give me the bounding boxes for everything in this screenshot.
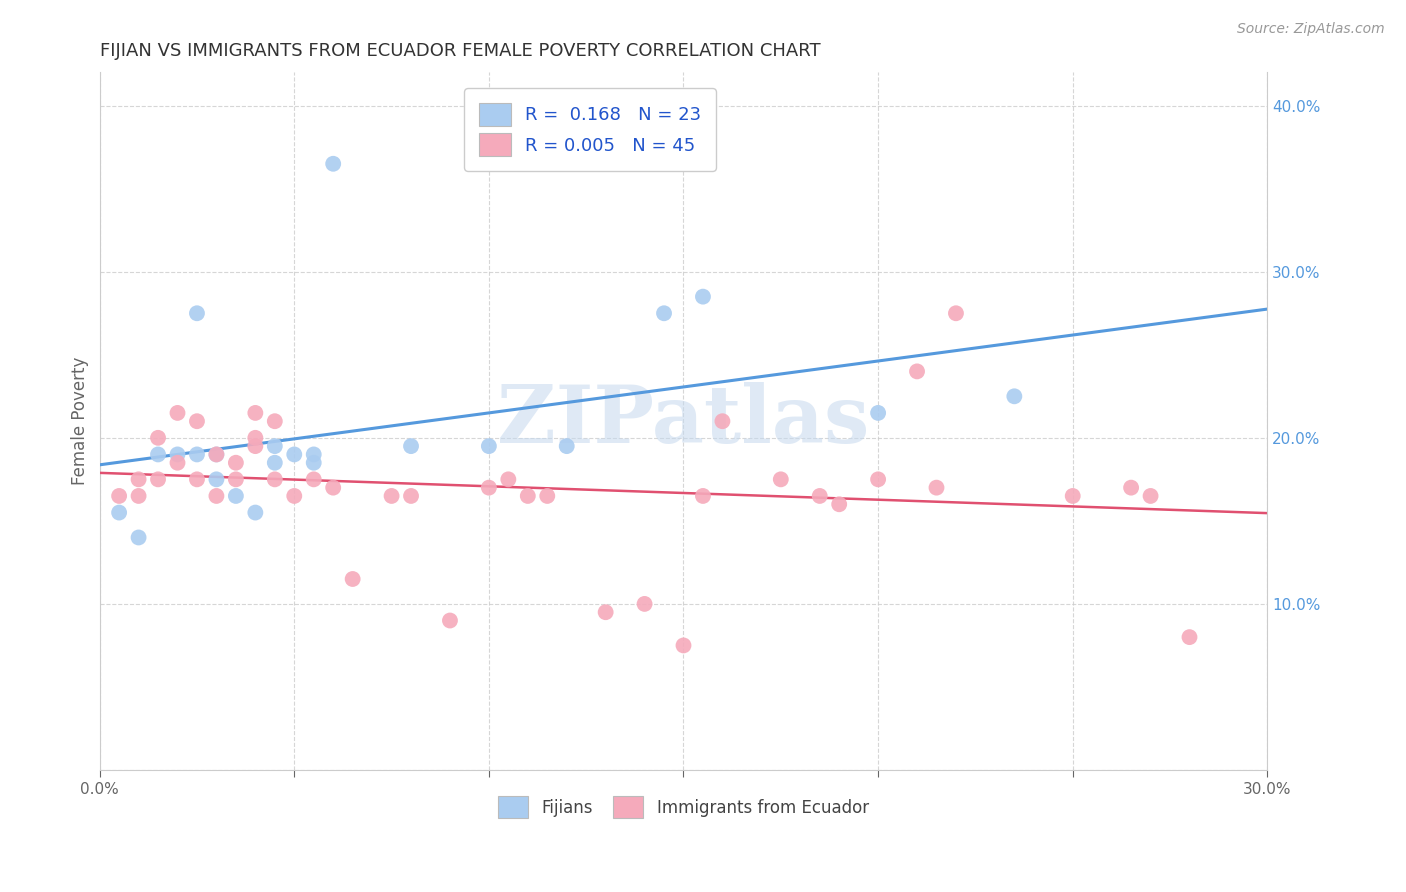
Point <box>263 439 285 453</box>
Point <box>205 447 228 461</box>
Point <box>1139 489 1161 503</box>
Point <box>205 489 228 503</box>
Point <box>342 572 364 586</box>
Point <box>399 489 422 503</box>
Point <box>128 489 150 503</box>
Point <box>128 472 150 486</box>
Point <box>478 481 501 495</box>
Point <box>128 531 150 545</box>
Point <box>769 472 792 486</box>
Point <box>381 489 404 503</box>
Legend: Fijians, Immigrants from Ecuador: Fijians, Immigrants from Ecuador <box>492 789 876 824</box>
Point <box>868 406 890 420</box>
Text: FIJIAN VS IMMIGRANTS FROM ECUADOR FEMALE POVERTY CORRELATION CHART: FIJIAN VS IMMIGRANTS FROM ECUADOR FEMALE… <box>100 42 820 60</box>
Point <box>225 472 247 486</box>
Point <box>302 472 325 486</box>
Point <box>225 489 247 503</box>
Point <box>516 489 538 503</box>
Point <box>245 439 267 453</box>
Point <box>108 506 131 520</box>
Point <box>166 406 188 420</box>
Point <box>146 472 169 486</box>
Text: Source: ZipAtlas.com: Source: ZipAtlas.com <box>1237 22 1385 37</box>
Point <box>245 431 267 445</box>
Point <box>633 597 655 611</box>
Point <box>186 414 208 428</box>
Point <box>945 306 967 320</box>
Point <box>108 489 131 503</box>
Point <box>302 447 325 461</box>
Point <box>186 306 208 320</box>
Point <box>672 639 695 653</box>
Point <box>225 456 247 470</box>
Point <box>322 481 344 495</box>
Point <box>478 439 501 453</box>
Point <box>925 481 948 495</box>
Point <box>283 489 305 503</box>
Point <box>1062 489 1084 503</box>
Point <box>205 472 228 486</box>
Point <box>146 447 169 461</box>
Point <box>652 306 675 320</box>
Point <box>322 157 344 171</box>
Point <box>302 456 325 470</box>
Point <box>692 290 714 304</box>
Point <box>692 489 714 503</box>
Text: ZIPatlas: ZIPatlas <box>498 382 870 460</box>
Point <box>263 414 285 428</box>
Point <box>283 447 305 461</box>
Point <box>808 489 831 503</box>
Y-axis label: Female Poverty: Female Poverty <box>72 357 89 485</box>
Point <box>1119 481 1142 495</box>
Point <box>905 364 928 378</box>
Point <box>1002 389 1025 403</box>
Point <box>1178 630 1201 644</box>
Point <box>711 414 734 428</box>
Point <box>439 614 461 628</box>
Point <box>595 605 617 619</box>
Point <box>166 456 188 470</box>
Point <box>186 447 208 461</box>
Point <box>498 472 520 486</box>
Point <box>555 439 578 453</box>
Point <box>868 472 890 486</box>
Point <box>186 472 208 486</box>
Point <box>263 456 285 470</box>
Point <box>166 447 188 461</box>
Point <box>263 472 285 486</box>
Point <box>205 447 228 461</box>
Point <box>536 489 558 503</box>
Point <box>828 497 851 511</box>
Point <box>146 431 169 445</box>
Point <box>399 439 422 453</box>
Point <box>245 506 267 520</box>
Point <box>245 406 267 420</box>
